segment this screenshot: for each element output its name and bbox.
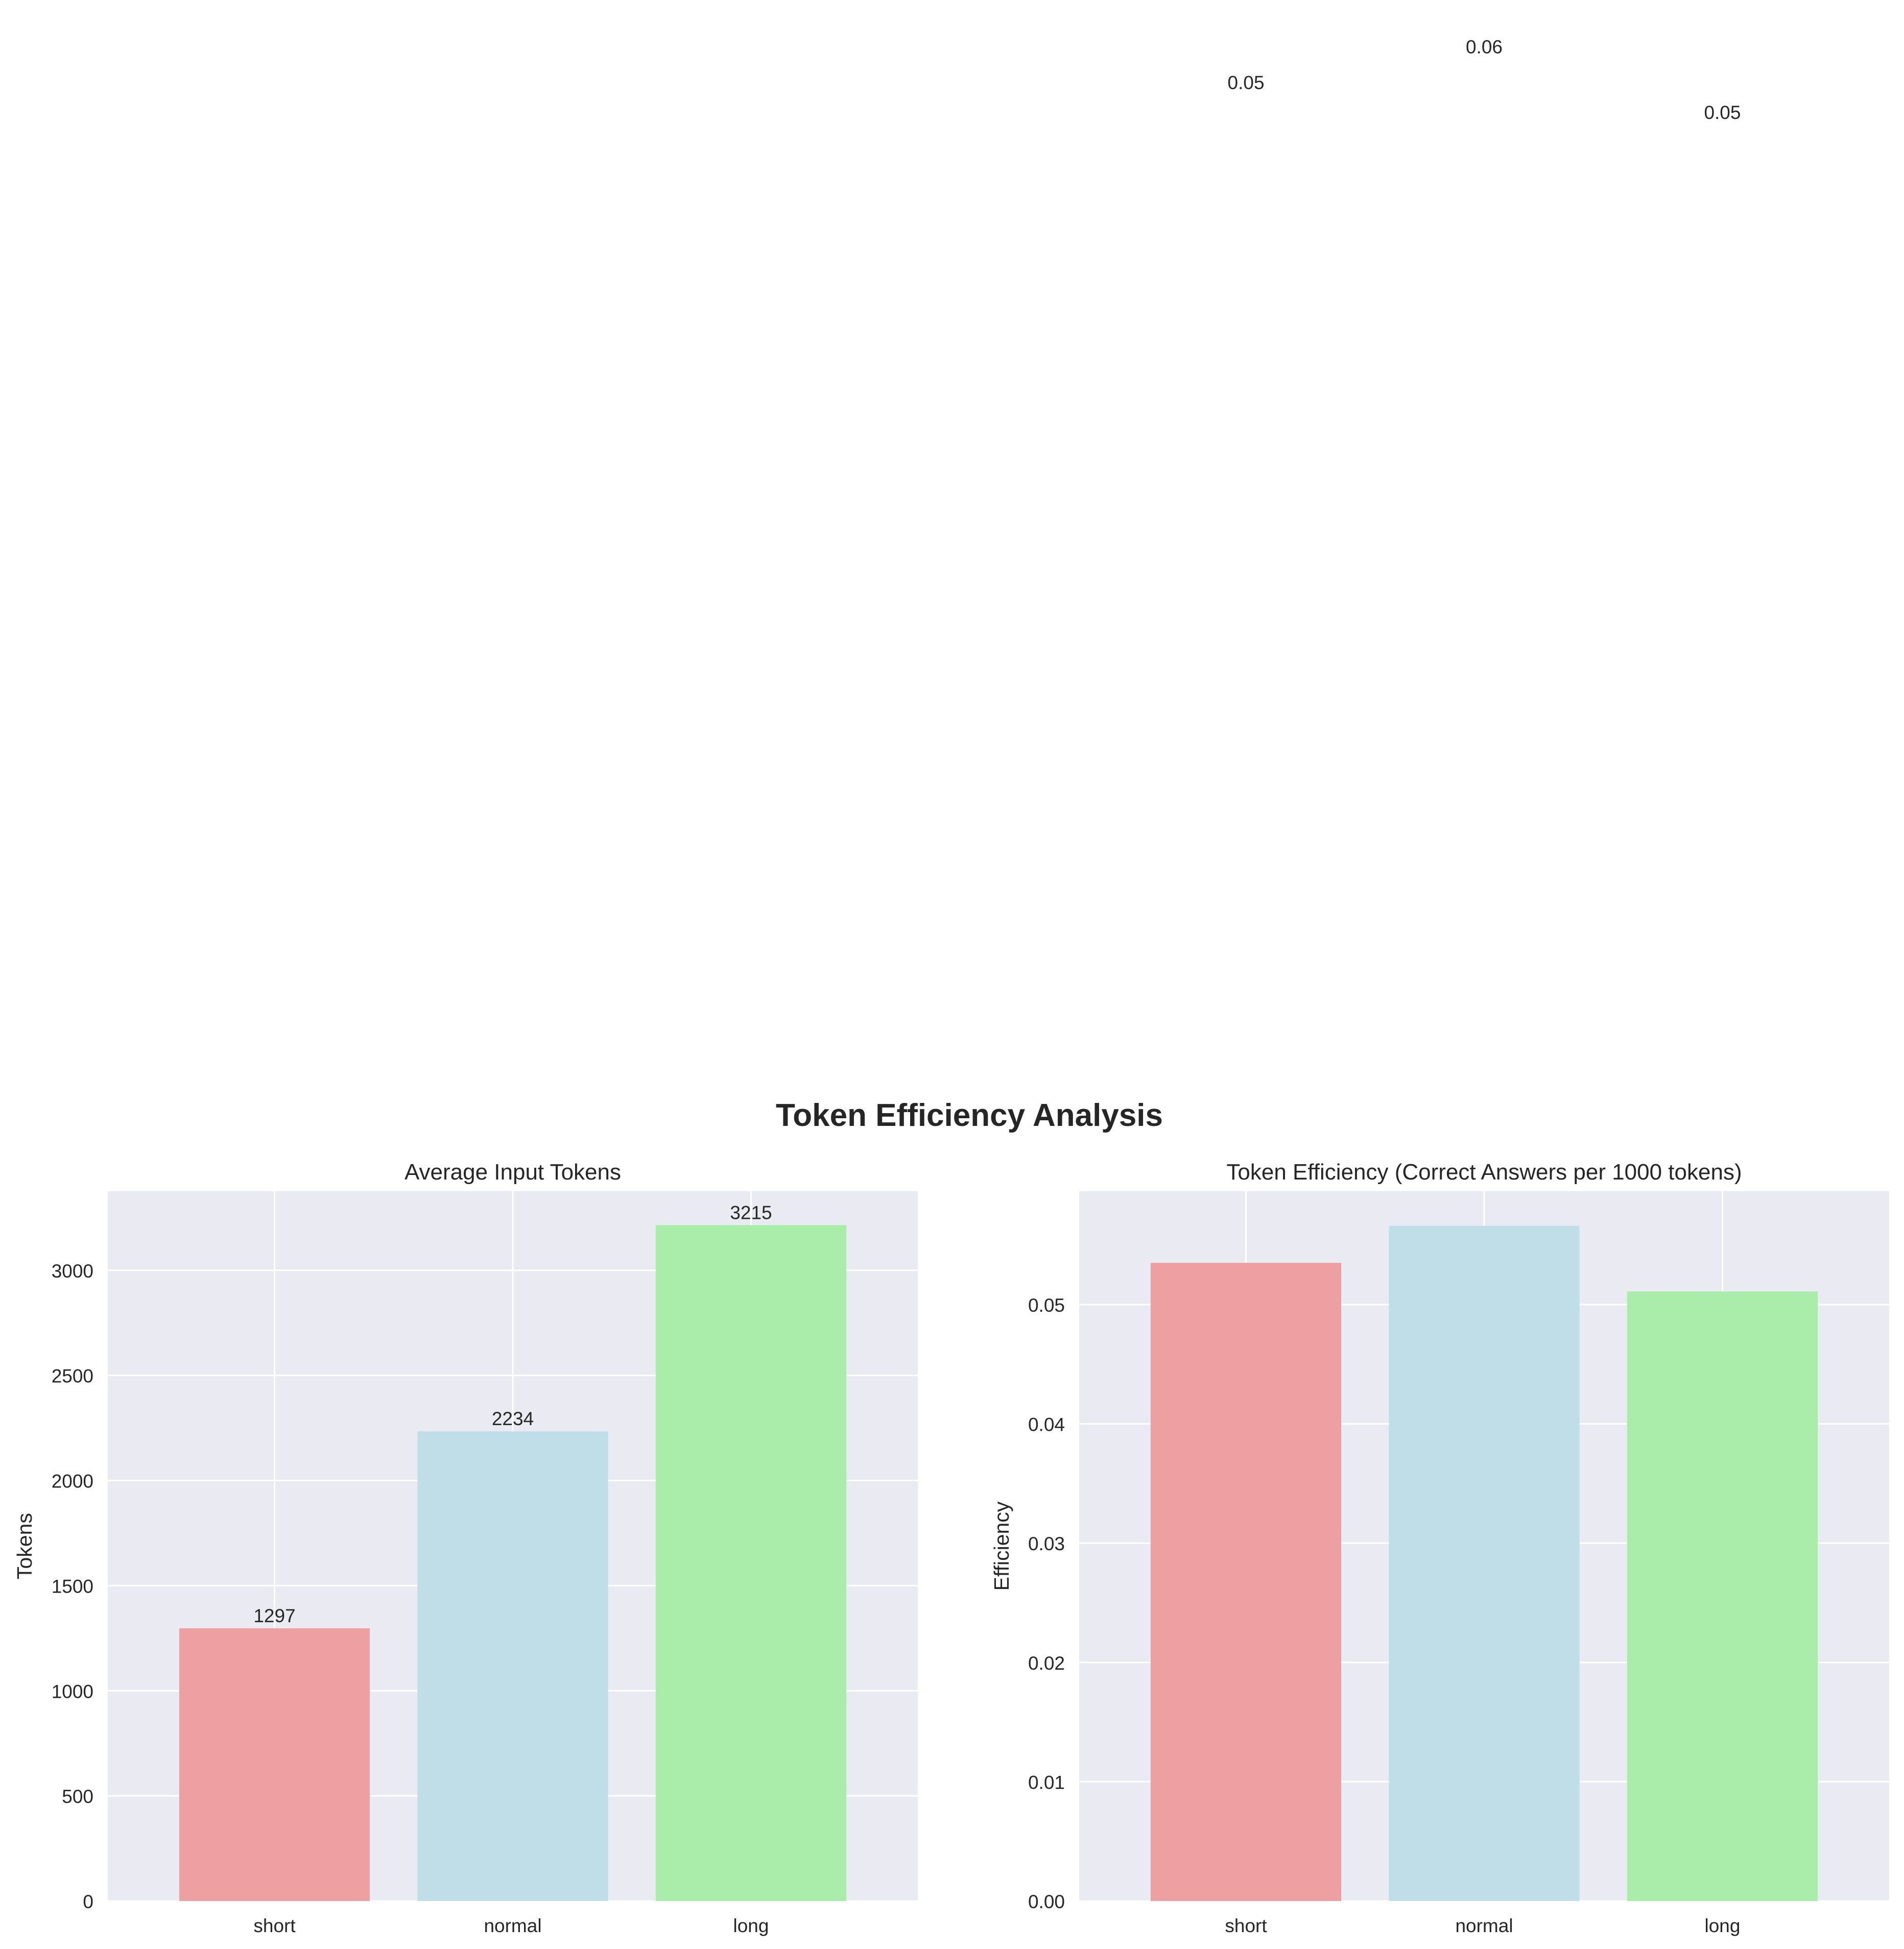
y-tick-label: 2500	[52, 1366, 93, 1387]
bar-normal	[417, 1431, 608, 1901]
y-tick-label: 0.03	[1028, 1533, 1065, 1554]
bar-long	[655, 1225, 847, 1901]
chart-average-input-tokens: 1297 2234 3215 0 500 1000 1500 2000 2500 3000 sh…	[13, 1160, 918, 1936]
y-tick-label: 1500	[52, 1576, 93, 1597]
y-tick-label: 0.02	[1028, 1653, 1065, 1674]
y-tick-label: 0.01	[1028, 1772, 1065, 1793]
y-tick-labels: 0.00 0.01 0.02 0.03 0.04 0.05	[1028, 1295, 1065, 1912]
y-tick-label: 1000	[52, 1681, 93, 1702]
x-tick-label-normal: normal	[1455, 1915, 1513, 1936]
chart-token-efficiency: 0.05 0.06 0.05 0.00 0.01 0.02 0.03 0.04 0.05 sh…	[990, 36, 1889, 1936]
value-label-normal: 0.06	[1466, 36, 1503, 57]
y-tick-label: 0	[83, 1891, 93, 1912]
value-labels: 0.05 0.06 0.05	[1228, 36, 1741, 123]
chart-title: Token Efficiency (Correct Answers per 10…	[1226, 1160, 1742, 1185]
y-tick-label: 0.05	[1028, 1295, 1065, 1316]
x-tick-label-normal: normal	[484, 1915, 541, 1936]
value-labels: 1297 2234 3215	[253, 1202, 772, 1626]
bar-normal	[1389, 1225, 1580, 1901]
bar-short	[179, 1628, 370, 1901]
y-tick-label: 2000	[52, 1471, 93, 1492]
y-tick-label: 500	[62, 1786, 93, 1807]
bar-long	[1627, 1291, 1818, 1901]
y-tick-label: 3000	[52, 1261, 93, 1282]
value-label-short: 1297	[253, 1605, 295, 1626]
y-tick-label: 0.04	[1028, 1414, 1065, 1435]
x-tick-label-long: long	[1704, 1915, 1740, 1936]
y-axis-label: Tokens	[13, 1513, 36, 1579]
figure-suptitle: Token Efficiency Analysis	[776, 1098, 1163, 1133]
y-tick-label: 0.00	[1028, 1891, 1065, 1912]
y-axis-label: Efficiency	[990, 1501, 1013, 1591]
value-label-short: 0.05	[1228, 72, 1265, 93]
value-label-normal: 2234	[492, 1408, 534, 1429]
x-tick-labels: short normal long	[253, 1915, 769, 1936]
y-tick-labels: 0 500 1000 1500 2000 2500 3000	[52, 1261, 93, 1912]
chart-title: Average Input Tokens	[404, 1160, 621, 1185]
x-tick-label-short: short	[1225, 1915, 1267, 1936]
bars	[1150, 1225, 1818, 1901]
value-label-long: 0.05	[1704, 102, 1741, 123]
bars	[179, 1225, 847, 1901]
x-tick-labels: short normal long	[1225, 1915, 1740, 1936]
value-label-long: 3215	[730, 1202, 772, 1223]
bar-short	[1150, 1263, 1342, 1901]
x-tick-label-short: short	[253, 1915, 296, 1936]
x-tick-label-long: long	[733, 1915, 769, 1936]
